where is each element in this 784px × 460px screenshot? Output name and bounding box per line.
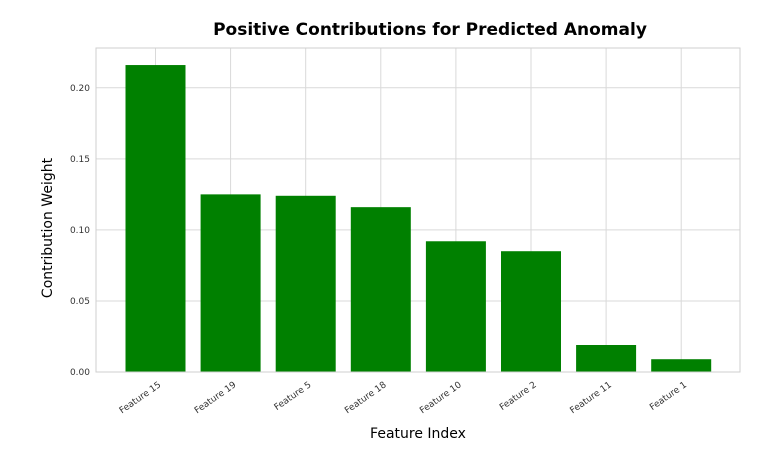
x-axis-label: Feature Index: [370, 426, 466, 442]
bar: [275, 195, 336, 372]
x-tick-label: Feature 19: [193, 380, 239, 416]
bar: [125, 65, 186, 372]
bar: [350, 207, 411, 372]
y-tick-label: 0.00: [70, 368, 90, 378]
y-axis-ticks: 0.00 0.05 0.10 0.15 0.20: [70, 84, 90, 378]
x-axis-ticks: Feature 15 Feature 19 Feature 5 Feature 18 F…: [118, 380, 689, 416]
y-tick-label: 0.20: [70, 84, 90, 94]
bar: [200, 194, 261, 372]
bar: [576, 345, 637, 372]
x-tick-label: Feature 18: [343, 380, 389, 416]
y-tick-label: 0.05: [70, 297, 90, 307]
bar: [651, 359, 712, 372]
chart-title: Positive Contributions for Predicted Ano…: [213, 20, 647, 40]
plot-area: [95, 47, 741, 373]
grid: [96, 48, 740, 373]
y-axis-label: Contribution Weight: [40, 157, 56, 298]
bar: [425, 241, 486, 372]
x-tick-label: Feature 5: [273, 380, 314, 413]
y-tick-label: 0.10: [70, 226, 90, 236]
bar: [501, 251, 561, 372]
x-tick-label: Feature 15: [118, 380, 163, 416]
bars: [125, 65, 712, 372]
x-tick-label: Feature 11: [568, 380, 613, 416]
x-tick-label: Feature 1: [648, 380, 689, 413]
x-tick-label: Feature 2: [498, 380, 539, 413]
x-tick-label: Feature 10: [418, 380, 464, 416]
y-tick-label: 0.15: [70, 155, 90, 165]
